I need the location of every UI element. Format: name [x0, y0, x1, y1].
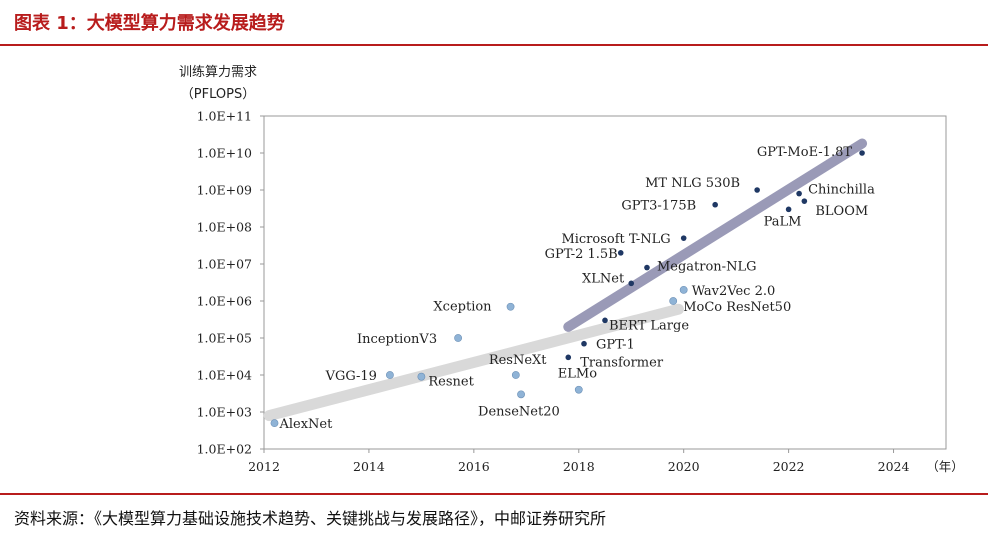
scatter-chart: 训练算力需求 （PFLOPS） 1.0E+021.0E+031.0E+041.0…	[179, 65, 964, 474]
y-tick-label: 1.0E+05	[197, 331, 252, 346]
label-resnext: ResNeXt	[489, 353, 547, 368]
label-gpt-2-1-5b: GPT-2 1.5B	[545, 247, 618, 262]
label-xlnet: XLNet	[582, 271, 625, 286]
y-tick-label: 1.0E+03	[197, 405, 252, 420]
y-axis-title: 训练算力需求 （PFLOPS）	[179, 65, 257, 102]
y-axis-ticks: 1.0E+02 1.0E+03 1.0E+04 1.0E+05 1.0E+06 1.0E+…	[197, 109, 264, 457]
label-microsoft-t-nlg: Microsoft T-NLG	[561, 232, 670, 247]
point-gpt-moe-1-8t	[859, 150, 865, 156]
point-mt-nlg-530b	[754, 187, 760, 193]
y-tick-label: 1.0E+07	[197, 257, 252, 272]
x-tick-label: 2016	[458, 459, 490, 474]
label-gpt-1: GPT-1	[596, 338, 635, 353]
y-tick-label: 1.0E+08	[197, 220, 252, 235]
point-wav2vec-2-0	[679, 285, 688, 294]
point-densenet20	[517, 390, 525, 399]
y-tick-label: 1.0E+11	[197, 109, 252, 124]
data-points	[270, 150, 865, 428]
label-bert-large: BERT Large	[609, 318, 689, 333]
y-axis-title-line1: 训练算力需求	[179, 65, 257, 80]
x-tick-label: 2022	[773, 459, 805, 474]
x-axis-ticks: 2012 2014 2016 2018 2020 2022 2024	[248, 449, 909, 474]
label-elmo: ELMo	[558, 367, 597, 382]
x-tick-label: 2024	[878, 459, 910, 474]
figure-title: 图表 1：大模型算力需求发展趋势	[14, 13, 285, 34]
label-transformer: Transformer	[580, 355, 664, 370]
point-megatron-nlg	[644, 264, 650, 271]
point-chinchilla	[796, 190, 802, 197]
point-resnext	[511, 371, 520, 379]
x-tick-label: 2020	[668, 459, 700, 474]
x-axis-unit: （年）	[926, 459, 964, 474]
label-chinchilla: Chinchilla	[808, 183, 875, 198]
point-elmo	[574, 385, 583, 394]
point-bert-large	[602, 317, 608, 324]
source-note: 资料来源：《大模型算力基础设施技术趋势、关键挑战与发展路径》，中邮证券研究所	[14, 509, 607, 528]
point-transformer	[565, 354, 572, 361]
point-inceptionv3	[454, 334, 463, 342]
label-vgg-19: VGG-19	[325, 369, 377, 384]
point-xception	[506, 302, 515, 311]
label-densenet20: DenseNet20	[478, 404, 560, 419]
label-gpt3-175b: GPT3-175B	[621, 199, 696, 214]
point-gpt-2-1-5b	[617, 250, 624, 256]
y-axis-title-line2: （PFLOPS）	[181, 87, 255, 102]
y-tick-label: 1.0E+09	[197, 183, 252, 198]
point-vgg-19	[386, 371, 394, 379]
point-alexnet	[270, 419, 279, 428]
x-tick-label: 2012	[248, 459, 280, 474]
label-wav2vec-2-0: Wav2Vec 2.0	[692, 284, 776, 299]
plot-frame	[263, 115, 947, 450]
label-xception: Xception	[433, 300, 492, 315]
source-bar: 资料来源：《大模型算力基础设施技术趋势、关键挑战与发展路径》，中邮证券研究所	[0, 493, 988, 541]
point-moco-resnet50	[669, 297, 678, 305]
title-bar: 图表 1：大模型算力需求发展趋势	[0, 0, 988, 46]
label-gpt-moe-1-8t: GPT-MoE-1.8T	[757, 145, 852, 160]
label-moco-resnet50: MoCo ResNet50	[683, 300, 791, 315]
x-tick-label: 2018	[563, 459, 595, 474]
label-alexnet: AlexNet	[278, 417, 333, 432]
point-xlnet	[628, 280, 635, 287]
point-resnet	[417, 372, 426, 381]
point-microsoft-t-nlg	[680, 235, 687, 241]
label-inceptionv3: InceptionV3	[357, 332, 437, 347]
point-palm	[785, 206, 792, 213]
y-tick-label: 1.0E+06	[197, 294, 252, 309]
label-megatron-nlg: Megatron-NLG	[657, 260, 757, 275]
y-tick-label: 1.0E+04	[197, 368, 252, 383]
label-bloom: BLOOM	[815, 204, 868, 219]
label-mt-nlg-530b: MT NLG 530B	[645, 176, 740, 191]
trend-lines	[263, 138, 868, 422]
trend-line-dark	[563, 138, 868, 332]
point-gpt3-175b	[712, 201, 718, 208]
y-tick-label: 1.0E+10	[197, 146, 252, 161]
data-labels: AlexNet VGG-19 Resnet InceptionV3 Xception Re…	[278, 145, 875, 432]
point-bloom	[801, 198, 808, 204]
x-tick-label: 2014	[353, 459, 385, 474]
trend-line-light	[263, 303, 684, 422]
y-tick-label: 1.0E+02	[197, 442, 252, 457]
point-gpt-1	[581, 340, 587, 347]
label-palm: PaLM	[764, 214, 802, 229]
label-resnet: Resnet	[428, 375, 474, 390]
